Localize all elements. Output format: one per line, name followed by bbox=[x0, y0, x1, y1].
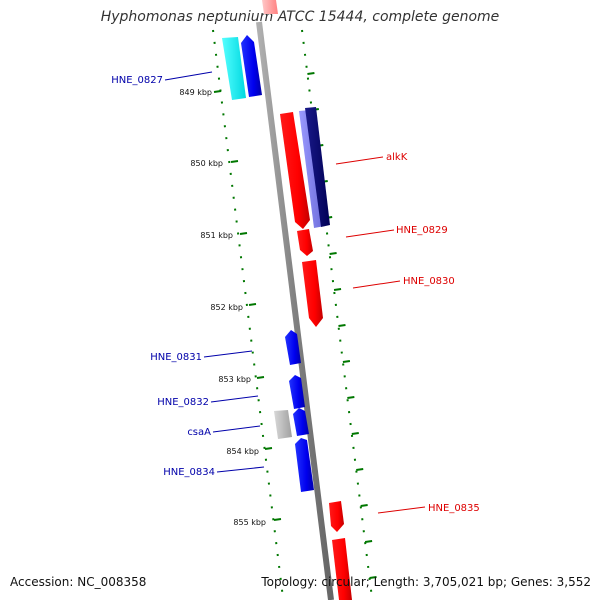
gene-hne-0834[interactable] bbox=[295, 438, 314, 492]
outer-tick-7 bbox=[338, 324, 346, 327]
leader-hne-0832 bbox=[210, 395, 259, 403]
gene-hne-0827-companion[interactable] bbox=[241, 35, 262, 97]
outer-tick-0 bbox=[307, 72, 315, 75]
gene-csaa-companion[interactable] bbox=[293, 408, 309, 436]
tick-855 bbox=[273, 518, 282, 521]
leader-hne-0827 bbox=[164, 71, 213, 81]
topology-text: Topology: circular; Length: 3,705,021 bp… bbox=[261, 575, 591, 589]
outer-tick-12 bbox=[360, 504, 368, 507]
gene-hne-0832[interactable] bbox=[289, 375, 305, 409]
tick-label-849: 849 kbp bbox=[179, 88, 212, 97]
tick-label-851: 851 kbp bbox=[200, 231, 233, 240]
gene-hne-0831[interactable] bbox=[285, 330, 301, 365]
gene-labels: HNE_0827 alkK HNE_0829 HNE_0830 HNE_0831… bbox=[111, 71, 480, 514]
label-hne-0829[interactable]: HNE_0829 bbox=[396, 225, 448, 236]
tick-label-850: 850 kbp bbox=[190, 159, 223, 168]
outer-tick-6 bbox=[333, 288, 342, 291]
label-hne-0834[interactable]: HNE_0834 bbox=[163, 467, 215, 478]
tick-label-852: 852 kbp bbox=[210, 303, 243, 312]
genome-title: Hyphomonas neptunium ATCC 15444, complet… bbox=[100, 9, 500, 25]
leader-hne-0835 bbox=[377, 506, 426, 514]
leader-csaa bbox=[212, 425, 261, 433]
outer-tick-14 bbox=[369, 576, 377, 579]
outer-tick-11 bbox=[356, 468, 364, 471]
tick-850 bbox=[230, 160, 239, 163]
gene-fragment-bottom[interactable] bbox=[332, 538, 352, 600]
tick-label-853: 853 kbp bbox=[218, 375, 251, 384]
label-hne-0830[interactable]: HNE_0830 bbox=[403, 276, 455, 287]
outer-tick-13 bbox=[364, 540, 373, 543]
gene-fragment-top bbox=[262, 0, 278, 14]
genome-backbone bbox=[256, 21, 334, 600]
tick-label-855: 855 kbp bbox=[233, 518, 266, 527]
accession-text: Accession: NC_008358 bbox=[10, 575, 147, 589]
outer-tick-5 bbox=[329, 252, 337, 255]
tick-852 bbox=[248, 303, 257, 306]
label-csaa[interactable]: csaA bbox=[187, 427, 211, 438]
outer-tick-9 bbox=[347, 396, 355, 399]
tick-854 bbox=[264, 447, 273, 450]
tick-label-854: 854 kbp bbox=[226, 447, 259, 456]
kbp-ticks: 849 kbp 850 kbp 851 kbp 852 kbp 853 kbp … bbox=[179, 88, 282, 527]
leader-hne-0834 bbox=[216, 466, 265, 473]
label-hne-0832[interactable]: HNE_0832 bbox=[157, 397, 209, 408]
label-hne-0835[interactable]: HNE_0835 bbox=[428, 503, 480, 514]
gene-hne-0835[interactable] bbox=[329, 501, 344, 532]
label-hne-0827[interactable]: HNE_0827 bbox=[111, 75, 163, 86]
tick-853 bbox=[256, 376, 265, 379]
gene-alkk-overlap-dark[interactable] bbox=[305, 107, 330, 227]
genes bbox=[222, 35, 352, 600]
tick-849 bbox=[213, 90, 222, 93]
gene-hne-0830[interactable] bbox=[302, 260, 323, 327]
outer-tick-8 bbox=[342, 360, 351, 363]
label-alkk[interactable]: alkK bbox=[386, 152, 408, 163]
gene-hne-0827[interactable] bbox=[222, 37, 246, 100]
leader-hne-0829 bbox=[345, 229, 395, 238]
gene-hne-0829[interactable] bbox=[297, 229, 313, 256]
leader-alkk bbox=[335, 156, 384, 165]
gene-alkk[interactable] bbox=[280, 112, 310, 229]
outer-tick-10 bbox=[351, 432, 359, 435]
gene-csaa[interactable] bbox=[274, 410, 292, 439]
leader-hne-0830 bbox=[352, 280, 401, 289]
label-hne-0831[interactable]: HNE_0831 bbox=[150, 352, 202, 363]
leader-hne-0831 bbox=[203, 350, 253, 358]
tick-851 bbox=[239, 232, 248, 235]
